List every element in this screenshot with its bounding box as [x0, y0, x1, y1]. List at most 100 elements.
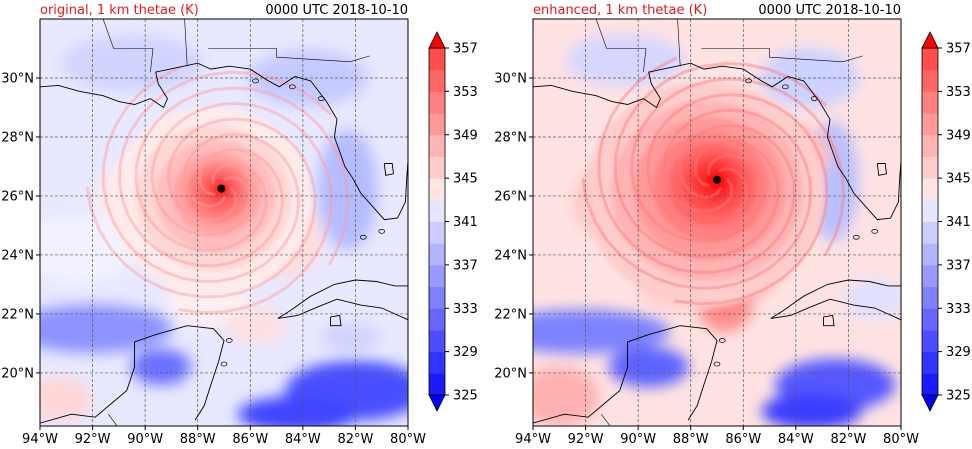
colorbar-tick-label: 325	[453, 389, 478, 404]
border-line	[102, 19, 154, 73]
colorbar-tick-label: 345	[453, 172, 478, 187]
hurricane-center-marker	[713, 175, 721, 184]
colorbar-bin	[429, 134, 445, 157]
spiral-band	[646, 93, 829, 306]
colorbar-tick-label: 333	[946, 302, 971, 317]
spiral-band	[613, 61, 828, 259]
colorbar-tick-label: 341	[946, 215, 971, 230]
colorbar-bin	[429, 48, 445, 71]
island	[781, 84, 789, 90]
time-label: 0000 UTC 2018-10-10	[265, 3, 408, 18]
colorbar-bin	[429, 373, 445, 396]
border-line	[595, 19, 647, 73]
gridlines	[40, 19, 408, 426]
colorbar: 325 329 333 337 341 345 349 353 357	[428, 31, 478, 412]
colorbar-bin	[922, 178, 938, 201]
colorbar-bin	[429, 264, 445, 288]
field-patch	[844, 279, 901, 320]
colorbar-tick-label: 337	[946, 258, 971, 273]
field-patch	[565, 34, 685, 87]
colorbar-tick-label: 357	[453, 42, 478, 57]
x-tick-label: 82°W	[830, 432, 866, 447]
colorbar-bin	[922, 113, 938, 136]
x-tick-label: 88°W	[180, 432, 216, 447]
border-line	[108, 414, 168, 426]
island	[252, 78, 259, 84]
island	[288, 84, 296, 90]
island	[378, 228, 386, 234]
x-tick-label: 94°W	[22, 432, 58, 447]
colorbar-tick-label: 349	[453, 128, 478, 143]
colorbar-extend-max	[428, 31, 446, 49]
field-patch	[225, 307, 286, 344]
field-patch	[40, 215, 137, 284]
y-tick-label: 28°N	[494, 130, 527, 145]
colorbar-bin	[429, 156, 445, 179]
colorbar-bin	[922, 134, 938, 157]
coastline	[330, 314, 342, 327]
y-tick-label: 22°N	[494, 307, 527, 322]
colorbar-bin	[429, 308, 445, 331]
colorbar-bin	[429, 351, 445, 374]
chart-title: enhanced, 1 km thetae (K)	[533, 3, 707, 18]
hurricane-center-marker	[217, 184, 226, 193]
border-line	[677, 19, 681, 67]
panel-enhanced: 94°W 92°W 90°W 88°W 86°W 84°W 82°W 80°W 20°N 22°N…	[494, 3, 971, 447]
colorbar-tick-label: 333	[453, 302, 478, 317]
spiral-bands	[85, 65, 350, 315]
y-tick-label: 30°N	[1, 71, 34, 86]
spiral-bands	[581, 57, 846, 306]
colorbar-bin	[922, 264, 938, 288]
field-patch	[237, 396, 358, 426]
thetae-field	[533, 19, 901, 426]
thetae-field	[40, 19, 408, 426]
colorbar-tick-label: 353	[453, 85, 478, 100]
island	[810, 96, 818, 101]
colorbar-bin	[429, 178, 445, 201]
island	[718, 338, 726, 343]
island	[359, 234, 367, 240]
y-tick-label: 26°N	[494, 189, 527, 204]
x-tick-label: 80°W	[390, 432, 426, 447]
colorbar-bin	[922, 286, 938, 309]
colorbar-tick-label: 349	[946, 128, 971, 143]
spiral-band	[85, 117, 317, 299]
colorbar-tick-label: 337	[453, 258, 478, 273]
border-line	[601, 414, 661, 426]
coastline	[823, 314, 835, 327]
colorbar-bin	[429, 329, 445, 353]
field-patch	[40, 377, 92, 422]
y-tick-label: 20°N	[1, 366, 34, 381]
x-tick-label: 92°W	[568, 432, 604, 447]
colorbar-bin	[429, 199, 445, 222]
border-line	[701, 48, 863, 63]
island	[745, 78, 752, 84]
hurricane-core	[111, 106, 312, 295]
coastlines	[40, 19, 408, 426]
x-tick-label: 82°W	[337, 432, 373, 447]
coastline	[40, 62, 408, 221]
colorbar-bin	[922, 351, 938, 374]
colorbar-bin	[429, 221, 445, 244]
spiral-band	[630, 77, 846, 257]
x-tick-label: 86°W	[725, 432, 761, 447]
spiral-band	[134, 86, 350, 265]
colorbar-bin	[429, 91, 445, 114]
chart-title: original, 1 km thetae (K)	[40, 3, 199, 18]
y-tick-label: 24°N	[1, 248, 34, 263]
colorbar-bin	[922, 329, 938, 353]
colorbar-bin	[429, 286, 445, 309]
colorbar-bin	[922, 91, 938, 114]
coastline	[277, 279, 408, 319]
field-patch	[62, 35, 202, 92]
coastline	[533, 62, 901, 221]
x-tick-label: 90°W	[620, 432, 656, 447]
y-tick-label: 28°N	[1, 130, 34, 145]
coastline	[277, 298, 408, 321]
gridlines	[533, 19, 901, 426]
colorbar-bin	[922, 373, 938, 396]
x-tick-label: 86°W	[232, 432, 268, 447]
coastlines	[533, 19, 901, 426]
island	[871, 228, 879, 234]
